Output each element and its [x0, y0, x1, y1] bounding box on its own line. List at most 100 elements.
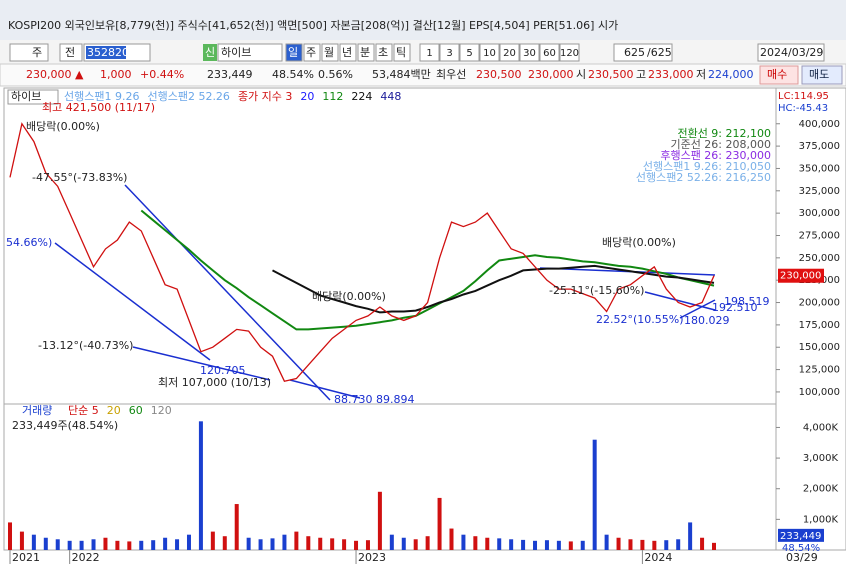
- bid: 230,000: [528, 68, 574, 81]
- ma-legend: 448: [380, 90, 401, 103]
- volume-bar: [91, 539, 96, 550]
- best-label: 최우선: [436, 68, 466, 81]
- interval-button[interactable]: [439, 43, 460, 62]
- annotation: 배당락(0.00%): [312, 290, 386, 303]
- legend-item: 단순 5: [68, 404, 99, 417]
- volume-bar: [449, 528, 454, 550]
- volume-bar: [425, 536, 430, 550]
- high: 233,000: [648, 68, 694, 81]
- annotation: 최고 421,500 (11/17): [42, 101, 155, 114]
- volume-bar: [533, 540, 538, 550]
- buy-button[interactable]: [759, 65, 799, 85]
- quote-bg: [0, 63, 846, 87]
- interval-label: 3: [446, 48, 452, 59]
- period-label: 일: [288, 45, 298, 59]
- volume-bar: [521, 539, 526, 550]
- annotation: 120.705: [200, 364, 246, 377]
- volume-bar: [473, 536, 478, 550]
- volume-bar: [604, 534, 609, 550]
- volume-bar: [700, 537, 705, 550]
- ma-line: [140, 209, 715, 331]
- legend-item: 120: [151, 404, 172, 417]
- current-volume-box: [778, 528, 824, 542]
- volume-bar: [437, 497, 442, 550]
- interval-button[interactable]: [459, 43, 480, 62]
- period-label: 틱: [396, 46, 406, 59]
- count-total: /625: [647, 46, 672, 59]
- volume-bar: [258, 539, 263, 550]
- badge: 신: [205, 46, 215, 59]
- volume-bar: [55, 539, 60, 550]
- y-tick-label: 125,000: [799, 365, 840, 376]
- volume-bar: [67, 540, 72, 550]
- last-date: 03/29: [786, 551, 818, 564]
- volume-bar: [509, 539, 514, 550]
- y-tick-label: 3,000K: [803, 453, 839, 464]
- volume-bar: [163, 537, 168, 550]
- period-button[interactable]: [393, 43, 411, 62]
- volume-bar: [592, 439, 597, 550]
- interval-button[interactable]: [499, 43, 520, 62]
- volume-bar: [198, 421, 203, 550]
- period-label: 월: [324, 46, 334, 59]
- legend-item: 20: [107, 404, 121, 417]
- period-button[interactable]: [357, 43, 375, 62]
- ask: 230,500: [476, 68, 522, 81]
- volume-bar: [556, 540, 561, 550]
- ma-legend: 20: [300, 90, 314, 103]
- y-tick-label: 250,000: [799, 253, 840, 264]
- volume-bar: [342, 539, 347, 550]
- y-tick-label: 200,000: [799, 298, 840, 309]
- volume-panel: [3, 403, 777, 551]
- info-line: 선행스팬1 9.26: 210,050: [643, 160, 771, 173]
- volume-bar: [294, 531, 299, 550]
- hc-label: HC:-45.43: [778, 103, 828, 114]
- badge-bg: [203, 44, 217, 61]
- annotation: -25.11°(-15.60%): [549, 284, 644, 297]
- period-label: 년: [342, 46, 352, 59]
- type-select[interactable]: [9, 43, 49, 62]
- volume-bar: [8, 522, 12, 550]
- pct: +0.44%: [140, 68, 184, 81]
- header-icons[interactable]: [700, 18, 786, 34]
- period-label: 분: [360, 46, 370, 59]
- sell-button[interactable]: [801, 65, 843, 85]
- legend-item: 선행스팬2 52.26: [147, 90, 229, 103]
- count-box[interactable]: [613, 43, 673, 62]
- annotation: 54.66%): [6, 236, 52, 249]
- turnover: 0.56%: [318, 68, 353, 81]
- buy: 매수: [767, 68, 787, 81]
- interval-button[interactable]: [559, 43, 580, 62]
- annotation: 88.730 89.894: [334, 393, 414, 406]
- y-tick-label: 4,000K: [803, 422, 839, 433]
- volume-bar: [676, 539, 681, 550]
- change: 1,000: [100, 68, 132, 81]
- interval-button[interactable]: [539, 43, 560, 62]
- amount: 53,484백만: [372, 68, 431, 81]
- volume-bar: [461, 534, 466, 550]
- volume: 233,449: [207, 68, 253, 81]
- legend-item: 종가 지수 3: [238, 90, 292, 103]
- volume-bar: [640, 539, 645, 550]
- name-box[interactable]: [217, 43, 283, 62]
- volume-bar: [354, 540, 359, 550]
- y-tick-label: 375,000: [799, 141, 840, 152]
- interval-button[interactable]: [519, 43, 540, 62]
- current-price-box: [778, 268, 824, 283]
- volume-bar: [628, 539, 633, 550]
- period-button[interactable]: [303, 43, 321, 62]
- date-box[interactable]: [757, 43, 825, 62]
- period-button[interactable]: [375, 43, 393, 62]
- period-button[interactable]: [285, 43, 303, 62]
- period-button[interactable]: [339, 43, 357, 62]
- volume-bar: [330, 538, 335, 550]
- interval-button[interactable]: [419, 43, 440, 62]
- y-tick-label: 400,000: [799, 119, 840, 130]
- interval-button[interactable]: [479, 43, 500, 62]
- volume-bar: [688, 522, 693, 550]
- prev-button[interactable]: [59, 43, 83, 62]
- period-button[interactable]: [321, 43, 339, 62]
- price-line: [9, 122, 715, 382]
